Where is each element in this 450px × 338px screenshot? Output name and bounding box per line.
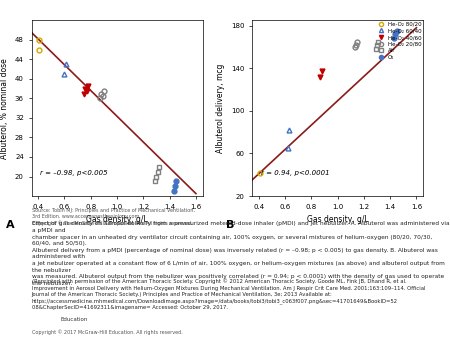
Text: Mc: Mc: [25, 296, 38, 305]
Text: Graw: Graw: [19, 307, 44, 315]
X-axis label: Gas density, g/L: Gas density, g/L: [86, 215, 148, 224]
Legend: He-O₂ 80/20, He-O₂ 70/30, He-O₂ 60/40, He-O₂ 50/50, Air, O₂: He-O₂ 80/20, He-O₂ 70/30, He-O₂ 60/40, H…: [294, 20, 345, 62]
Text: Hill: Hill: [23, 317, 40, 325]
Legend: He-O₂ 80/20, He-O₂ 60/40, He-O₂ 40/60, He-O₂ 20/80, Air, O₂: He-O₂ 80/20, He-O₂ 60/40, He-O₂ 40/60, H…: [373, 20, 423, 62]
Text: Education: Education: [61, 317, 88, 322]
Text: Source: Tobin MJ: Principles and Practice of Mechanical Ventilation,
3rd Edition: Source: Tobin MJ: Principles and Practic…: [32, 208, 194, 226]
Text: (Reprinted with permission of the American Thoracic Society. Copyright © 2012 Am: (Reprinted with permission of the Americ…: [32, 279, 425, 310]
Text: r = 0.94, p<0.0001: r = 0.94, p<0.0001: [261, 170, 329, 176]
Text: Copyright © 2017 McGraw-Hill Education. All rights reserved.: Copyright © 2017 McGraw-Hill Education. …: [32, 329, 182, 335]
Text: B: B: [226, 220, 235, 230]
Y-axis label: Albuterol, % nominal dose: Albuterol, % nominal dose: [0, 58, 9, 159]
Text: A: A: [6, 220, 14, 230]
Text: Effect of gas density on aerosol delivery from a pressurized metered-dose inhale: Effect of gas density on aerosol deliver…: [32, 221, 449, 286]
Text: r = –0.98, p<0.005: r = –0.98, p<0.005: [40, 170, 108, 176]
X-axis label: Gas density, g/L: Gas density, g/L: [306, 215, 369, 224]
Y-axis label: Albuterol delivery, mcg: Albuterol delivery, mcg: [216, 64, 225, 153]
